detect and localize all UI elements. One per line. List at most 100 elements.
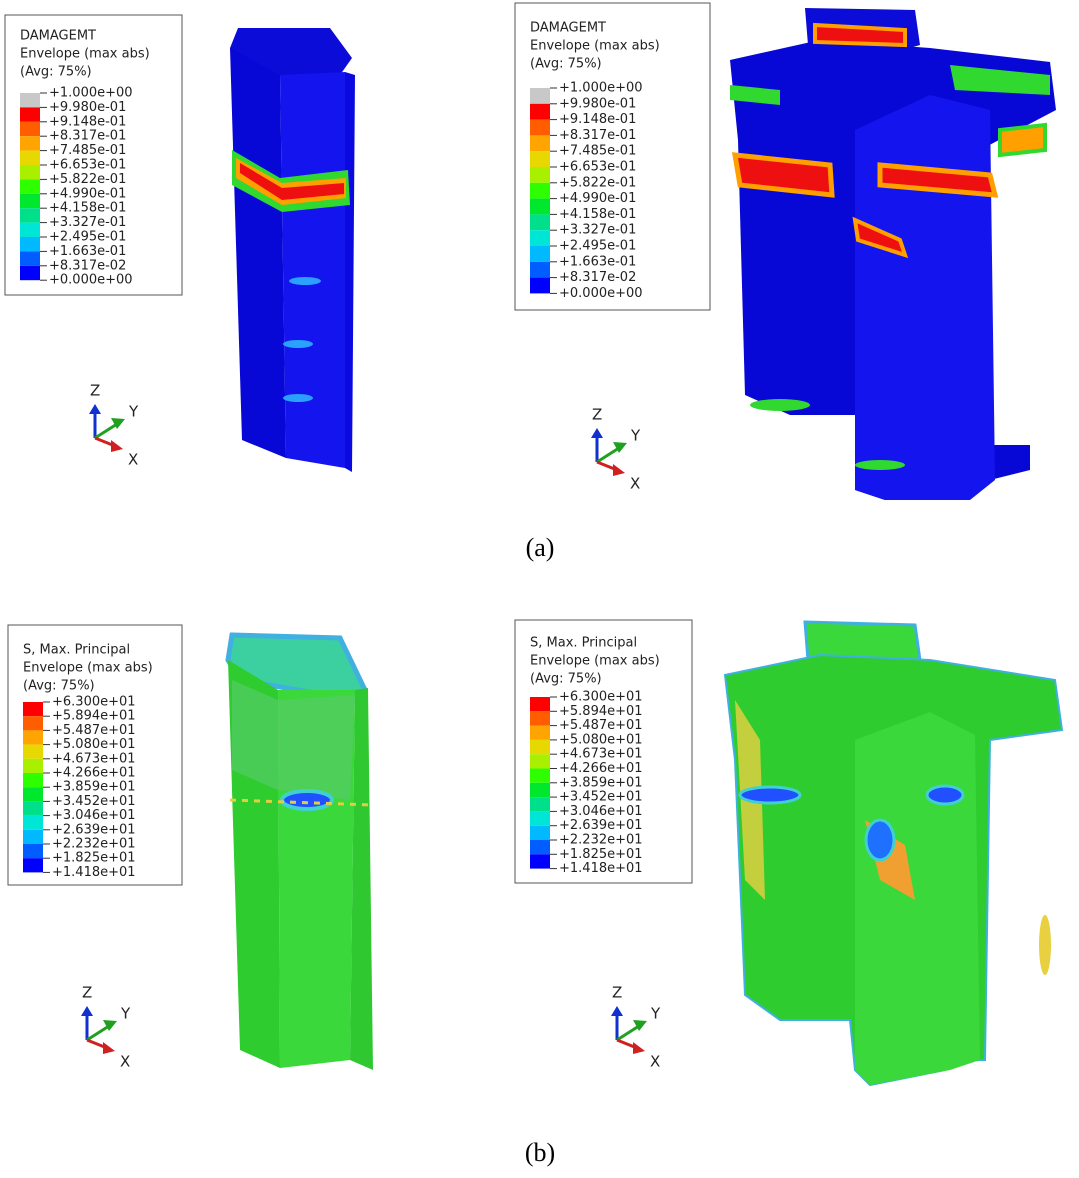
legend-swatch [20,150,40,165]
axis-arrow [94,422,118,440]
legend-swatch [23,801,43,816]
axis-label: Y [128,403,139,421]
legend-swatch [530,88,550,104]
legend-label: +3.046e+01 [52,808,136,823]
legend-swatch [23,730,43,745]
legend-label: +9.980e-01 [49,100,126,115]
legend-swatch [530,840,550,855]
legend: DAMAGEMT Envelope (max abs) (Avg: 75%) +1.0… [514,2,711,311]
legend-swatch [20,251,40,266]
legend-swatch [530,739,550,755]
legend-swatch [530,797,550,812]
legend-label: +6.300e+01 [52,695,136,710]
legend-swatch [530,230,550,246]
legend-swatch [530,825,550,840]
model-render [723,620,1064,1087]
legend-label: +4.266e+01 [52,766,136,781]
legend-title: (Avg: 75%) [530,672,602,687]
legend-label: +1.663e-01 [559,254,636,269]
legend-label: +3.452e+01 [559,790,643,805]
legend-label: +6.653e-01 [49,158,126,173]
legend-label: +3.327e-01 [49,215,126,230]
legend-label: +5.080e+01 [52,737,136,752]
legend-label: +1.000e+00 [49,86,133,101]
axis-label: X [650,1053,660,1071]
legend-label: +7.485e-01 [49,143,126,158]
axis-triad: Z Y X [611,984,661,1071]
legend-label: +5.080e+01 [559,732,643,747]
legend-swatch [23,744,43,759]
arrow-head [81,1006,93,1016]
legend-label: +5.487e+01 [559,718,643,733]
arrow-head [89,404,101,414]
axis-label: Z [90,382,100,400]
axis-label: Y [630,427,641,445]
legend-swatch [23,787,43,802]
legend-label: +4.990e-01 [49,186,126,201]
legend-label: +3.859e+01 [52,780,136,795]
legend-label: +5.894e+01 [52,709,136,724]
legend-swatch [530,135,550,152]
legend-swatch [23,815,43,830]
legend-label: +0.000e+00 [49,273,133,288]
axis-triad: Z Y X [81,984,131,1071]
legend-label: +4.990e-01 [559,191,636,206]
legend-swatch [530,246,550,262]
legend-swatch [20,208,40,223]
legend-swatch [530,261,550,278]
legend-label: +9.980e-01 [559,96,636,111]
legend-label: +1.418e+01 [559,861,643,876]
legend-label: +6.300e+01 [559,690,643,705]
legend-swatch [530,151,550,167]
axis-label: Y [120,1005,131,1023]
model-render [730,8,1056,500]
legend-label: +1.825e+01 [559,847,643,862]
legend-title: (Avg: 75%) [23,679,95,694]
model-render [230,28,355,472]
legend-swatch [20,93,40,108]
legend-swatch [20,179,40,194]
legend-title: Envelope (max abs) [23,661,153,676]
legend-label: +1.418e+01 [52,865,136,880]
axis-label: Y [650,1005,661,1023]
legend-swatch [20,121,40,137]
arrow-head [103,1020,117,1031]
legend-swatch [23,844,43,859]
axis-label: Z [612,984,622,1002]
arrow-head [103,1042,115,1054]
axis-label: X [128,451,138,469]
axis-arrow [616,1024,640,1042]
legend-label: +8.317e-02 [559,270,636,285]
legend-swatch [23,702,43,717]
legend-swatch [530,768,550,783]
legend-swatch [20,265,40,281]
caption: (b) [525,1138,555,1167]
caption: (a) [526,533,555,562]
legend-label: +4.673e+01 [52,751,136,766]
legend-swatch [530,167,550,183]
legend-label: +2.639e+01 [52,822,136,837]
legend-swatch [23,858,43,873]
arrow-head [633,1020,647,1031]
legend-label: +7.485e-01 [559,144,636,159]
legend-swatch [20,237,40,252]
legend-title: S, Max. Principal [23,643,130,658]
legend-swatch [530,711,550,726]
legend-label: +6.653e-01 [559,160,636,175]
legend-label: +5.822e-01 [49,172,126,187]
legend: DAMAGEMT Envelope (max abs) (Avg: 75%) +1.0… [4,14,183,296]
legend-swatch [530,214,550,231]
legend-label: +9.148e-01 [49,114,126,129]
legend: S, Max. Principal Envelope (max abs) (Avg:… [514,619,693,884]
axis-label: X [120,1053,130,1071]
legend-label: +1.825e+01 [52,851,136,866]
legend-title: Envelope (max abs) [530,39,660,54]
legend-label: +2.232e+01 [559,833,643,848]
legend-label: +4.158e-01 [559,207,636,222]
legend-swatch [530,198,550,215]
legend-label: +0.000e+00 [559,286,643,301]
arrow-head [611,1006,623,1016]
legend-title: S, Max. Principal [530,636,637,651]
axis-triad: Z Y X [591,406,641,493]
